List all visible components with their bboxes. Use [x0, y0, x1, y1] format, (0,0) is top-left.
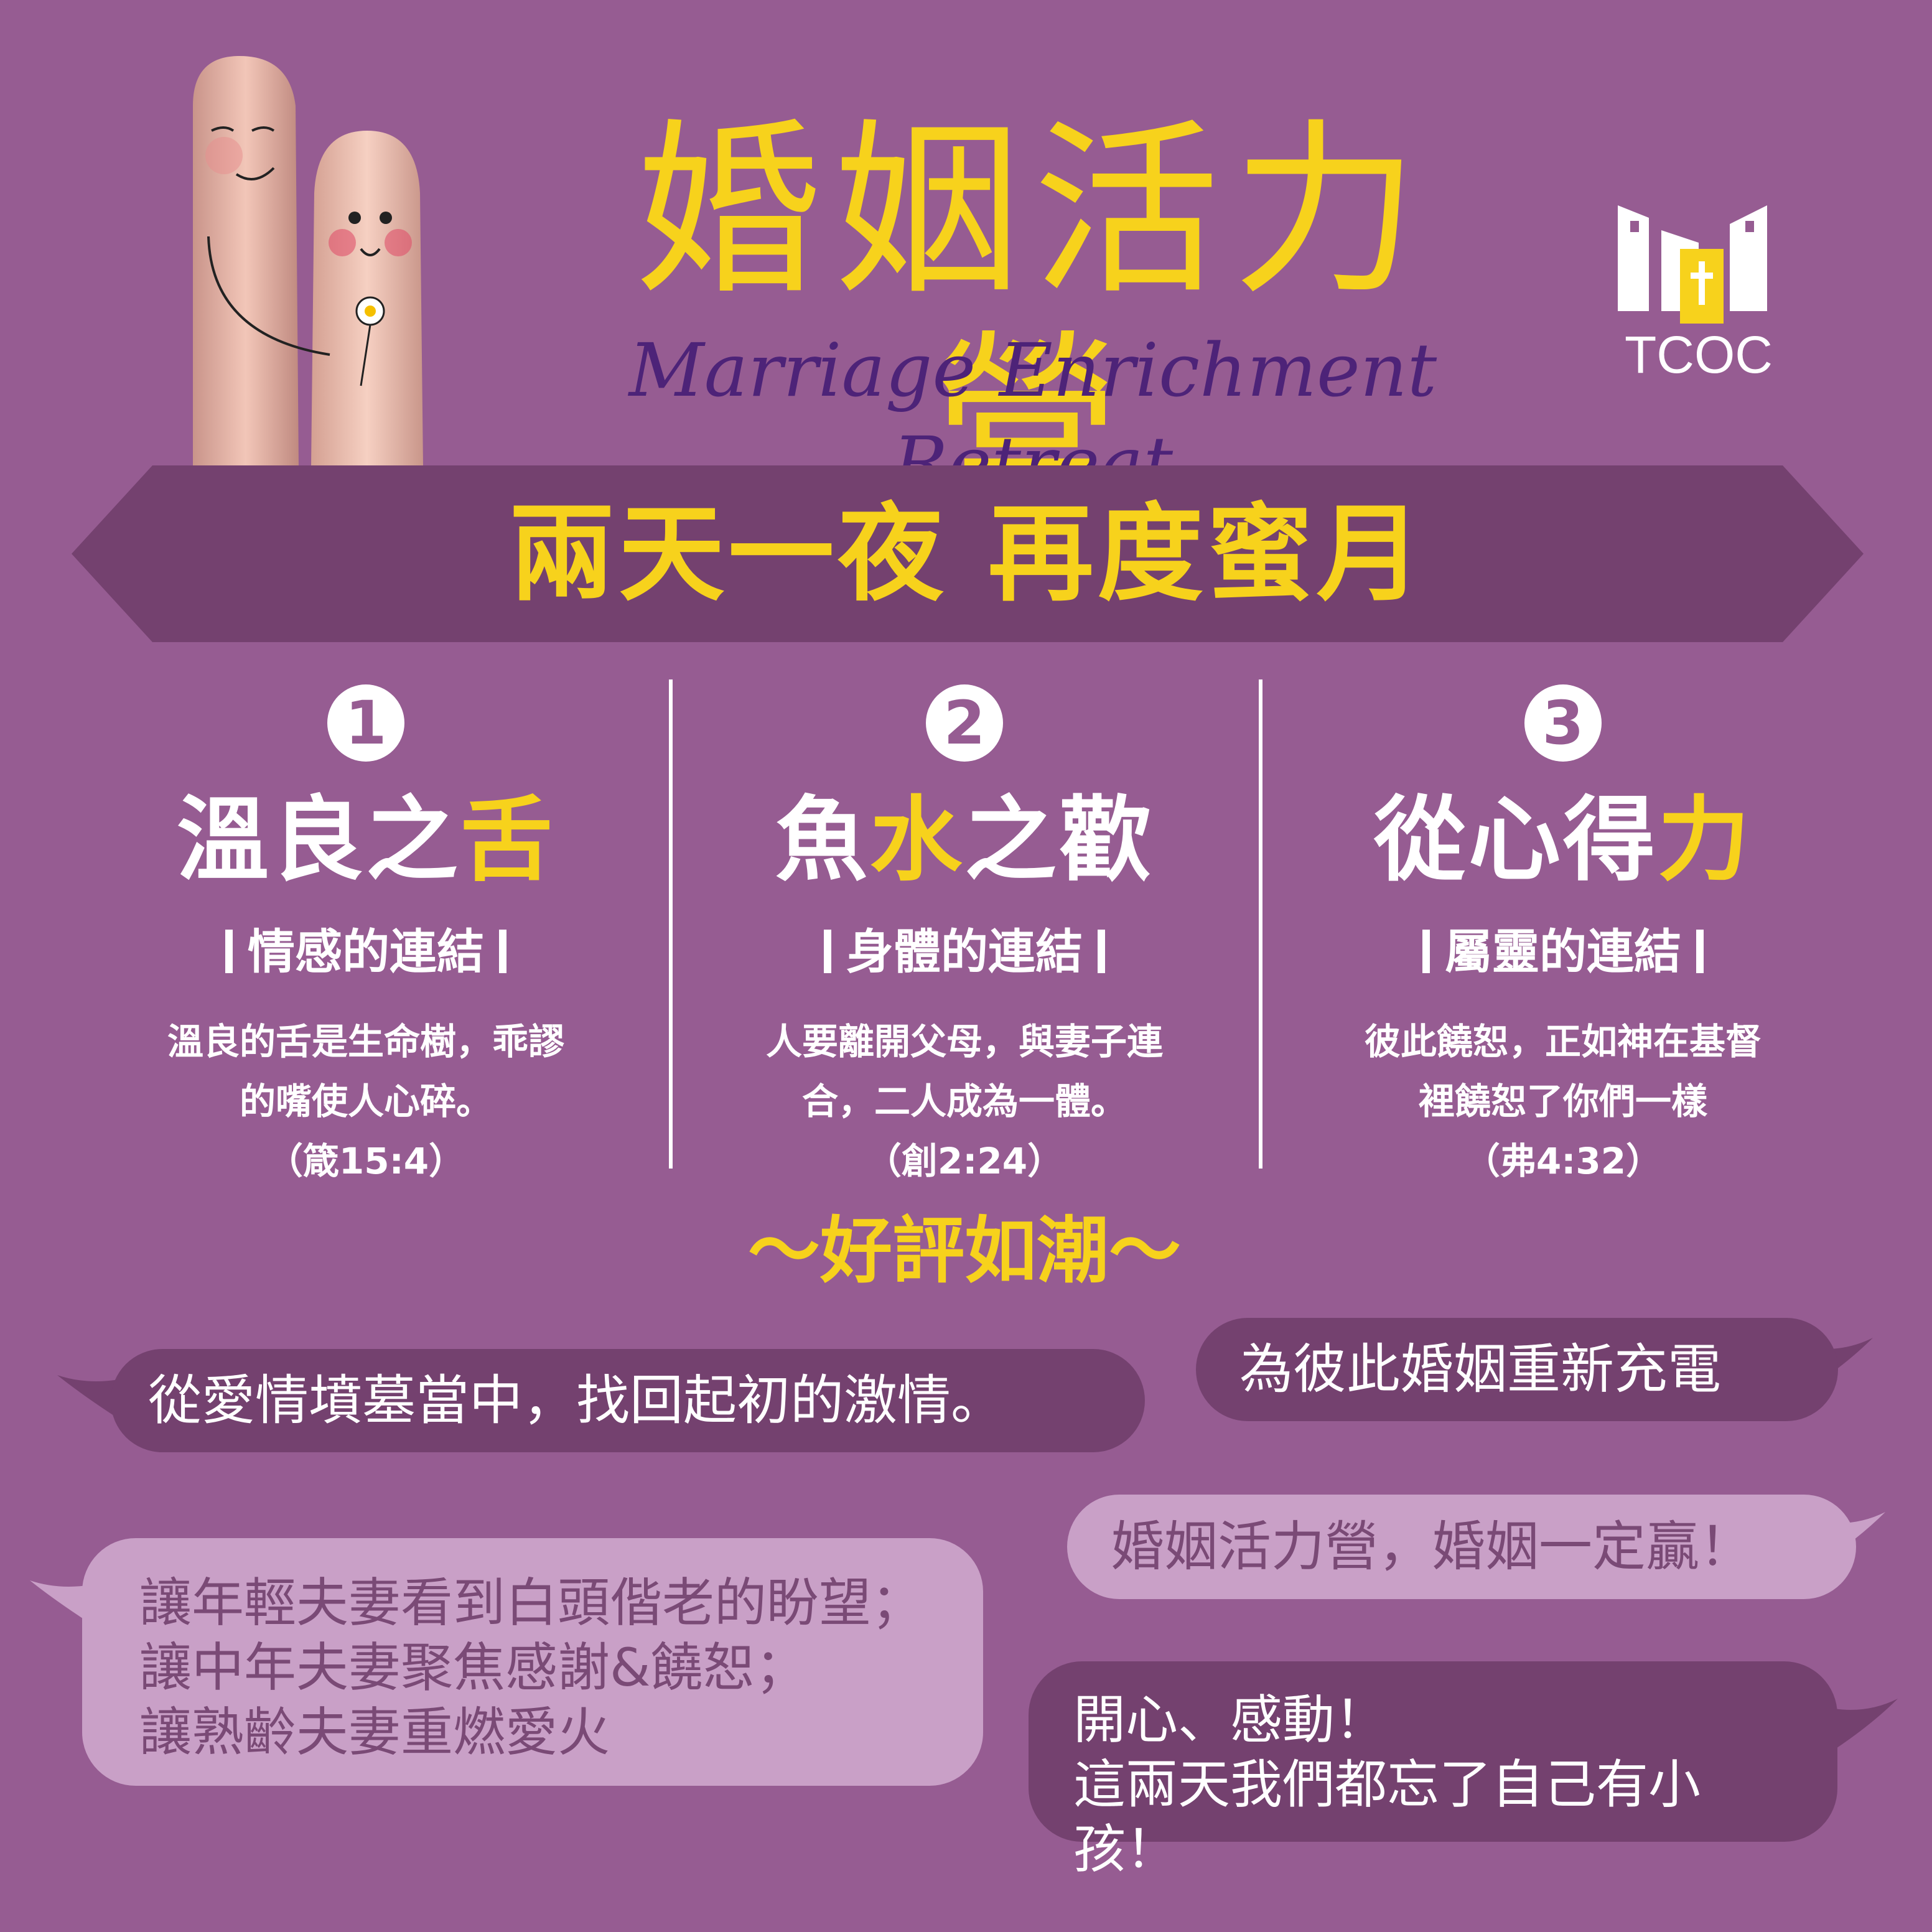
column-divider	[1259, 679, 1262, 1169]
column-divider	[669, 679, 673, 1169]
feature-verse: 彼此饒恕，正如神在基督 裡饒恕了你們一樣 （弗4:32）	[1327, 1012, 1799, 1191]
feature-verse: 人要離開父母，與妻子連 合，二人成為一體。 （創2:24）	[728, 1012, 1201, 1191]
feature-title: 魚水之歡	[775, 786, 1154, 894]
review-bubble-1: 從愛情墳墓當中，找回起初的激情。	[111, 1349, 1145, 1452]
title-chinese: 婚姻活力營	[635, 103, 1431, 531]
feature-subtitle: 情感的連結	[80, 921, 652, 983]
feature-column-3: 3 從心得力 屬靈的連結 彼此饒恕，正如神在基督 裡饒恕了你們一樣 （弗4:32…	[1277, 684, 1849, 1191]
finger-couple-illustration	[193, 56, 423, 467]
feature-title: 從心得力	[1374, 786, 1752, 894]
review-bubble-5: 開心、感動！ 這兩天我們都忘了自己有小孩！	[1029, 1661, 1837, 1880]
logo-text: TCOC	[1625, 325, 1773, 384]
step-number: 2	[926, 684, 1003, 762]
feature-subtitle: 身體的連結	[678, 921, 1251, 983]
reviews-title: ～好評如潮～	[748, 1208, 1181, 1293]
step-number: 1	[327, 684, 404, 762]
banner-shape	[72, 465, 1864, 642]
review-bubble-4: 讓年輕夫妻看到白頭偕老的盼望； 讓中年夫妻聚焦感謝&饒恕； 讓熟齡夫妻重燃愛火	[82, 1538, 983, 1786]
review-bubble-3: 婚姻活力營，婚姻一定贏！	[1067, 1495, 1856, 1599]
verse-reference: （弗4:32）	[1463, 1140, 1663, 1182]
feature-column-1: 1 溫良之舌 情感的連結 溫良的舌是生命樹，乖謬 的嘴使人心碎。 （箴15:4）	[80, 684, 652, 1191]
feature-subtitle: 屬靈的連結	[1277, 921, 1849, 983]
feature-title: 溫良之舌	[177, 786, 555, 894]
review-bubble-2: 為彼此婚姻重新充電	[1196, 1318, 1838, 1421]
verse-reference: （箴15:4）	[266, 1140, 465, 1182]
step-number: 3	[1524, 684, 1602, 762]
feature-verse: 溫良的舌是生命樹，乖謬 的嘴使人心碎。 （箴15:4）	[129, 1012, 602, 1191]
feature-column-2: 2 魚水之歡 身體的連結 人要離開父母，與妻子連 合，二人成為一體。 （創2:2…	[678, 684, 1251, 1191]
banner-text: 兩天一夜 再度蜜月	[509, 492, 1426, 616]
church-building-cross-icon	[1618, 205, 1767, 324]
verse-reference: （創2:24）	[865, 1140, 1064, 1182]
